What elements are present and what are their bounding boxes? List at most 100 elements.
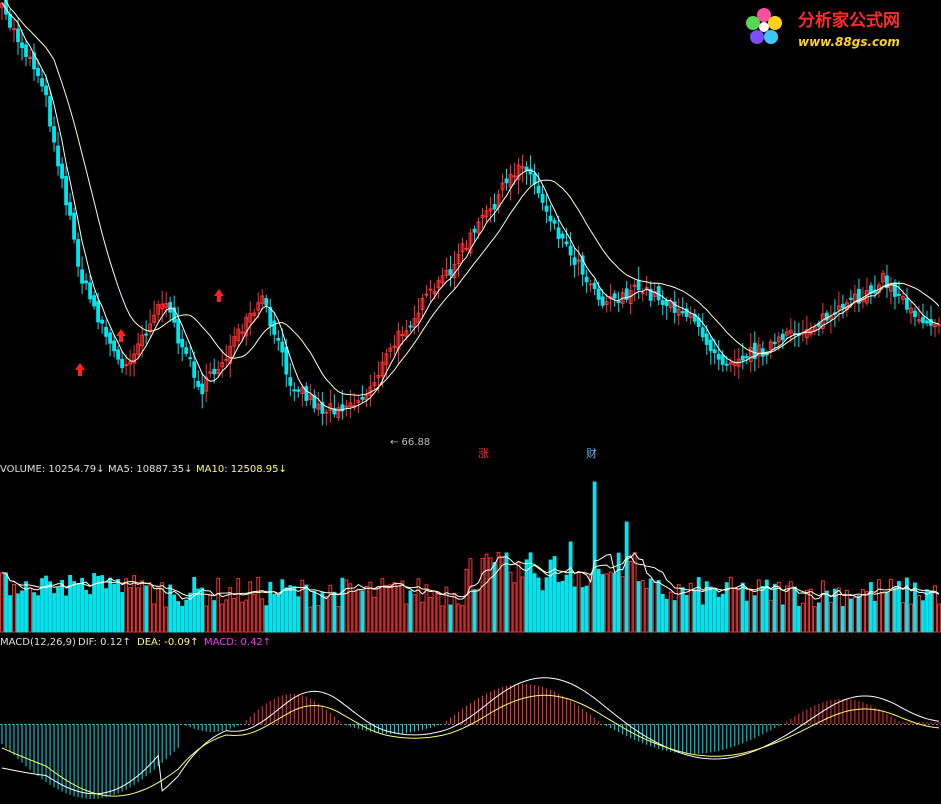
macd-zero-dot <box>928 724 930 725</box>
candle-body <box>933 324 937 328</box>
macd-zero-dot <box>228 724 230 725</box>
macd-zero-dot <box>416 724 418 725</box>
candle-body <box>380 361 385 377</box>
volume-bar <box>240 601 245 633</box>
candle-body <box>68 202 72 216</box>
volume-bar <box>516 561 521 633</box>
candle-body <box>648 288 653 301</box>
macd-zero-dot <box>552 724 554 725</box>
volume-bar <box>212 600 217 633</box>
macd-zero-dot <box>756 724 758 725</box>
candle-body <box>937 323 941 326</box>
volume-bar <box>56 587 60 633</box>
macd-zero-dot <box>656 724 658 725</box>
macd-zero-dot <box>472 724 474 725</box>
volume-bar <box>917 594 921 633</box>
macd-zero-dot <box>48 724 50 725</box>
macd-zero-dot <box>192 724 194 725</box>
candle-body <box>524 166 529 171</box>
volume-bar <box>336 606 341 633</box>
volume-bar <box>340 577 345 633</box>
candle-body <box>96 300 101 323</box>
volume-bar <box>740 582 745 633</box>
macd-zero-dot <box>436 724 438 725</box>
low-price-marker: ← 66.88 <box>390 437 430 448</box>
macd-zero-dot <box>420 724 422 725</box>
macd-zero-dot <box>632 724 634 725</box>
candle-body <box>536 185 541 194</box>
macd-zero-dot <box>324 724 326 725</box>
candle-body <box>344 405 349 408</box>
volume-bar <box>28 587 32 633</box>
volume-bar <box>840 606 845 633</box>
candle-body <box>184 347 189 354</box>
volume-bar <box>596 568 601 633</box>
candle-body <box>116 349 121 360</box>
macd-zero-dot <box>812 724 814 725</box>
volume-bar <box>873 601 877 633</box>
volume-bar <box>76 583 80 633</box>
volume-bar <box>412 594 417 633</box>
candle-body <box>64 176 68 206</box>
candle-body <box>124 364 129 367</box>
candle-body <box>460 243 465 253</box>
candle-body <box>580 255 585 275</box>
volume-bar <box>84 589 88 633</box>
volume-bar <box>192 576 197 633</box>
volume-bar <box>568 541 573 633</box>
macd-zero-dot <box>516 724 518 725</box>
macd-zero-dot <box>484 724 486 725</box>
macd-zero-dot <box>628 724 630 725</box>
macd-zero-dot <box>692 724 694 725</box>
volume-bar <box>324 595 329 633</box>
macd-zero-dot <box>216 724 218 725</box>
macd-zero-dot <box>272 724 274 725</box>
candle-body <box>668 301 673 309</box>
macd-zero-dot <box>136 724 138 725</box>
site-logo[interactable]: 分析家公式网 www.88gs.com <box>746 8 900 49</box>
macd-zero-dot <box>568 724 570 725</box>
volume-bar <box>692 589 697 633</box>
volume-bar <box>576 571 581 633</box>
volume-bar <box>316 605 321 633</box>
macd-zero-dot <box>612 724 614 725</box>
volume-bar <box>885 591 889 633</box>
macd-zero-dot <box>520 724 522 725</box>
macd-zero-dot <box>32 724 34 725</box>
volume-bar <box>780 604 785 633</box>
candle-body <box>528 168 533 175</box>
macd-zero-dot <box>148 724 150 725</box>
macd-zero-dot <box>796 724 798 725</box>
macd-zero-dot <box>860 724 862 725</box>
volume-bar <box>440 605 445 633</box>
volume-bar <box>148 584 153 633</box>
volume-bar <box>188 592 193 633</box>
volume-bar <box>92 573 97 633</box>
volume-bar <box>524 559 529 633</box>
candle-body <box>272 320 277 335</box>
macd-zero-dot <box>144 724 146 725</box>
candle-body <box>788 329 793 334</box>
volume-bar <box>536 577 541 633</box>
macd-zero-dot <box>668 724 670 725</box>
volume-bar <box>736 588 741 633</box>
volume-bar <box>332 591 337 633</box>
volume-bar <box>648 578 653 633</box>
macd-zero-dot <box>328 724 330 725</box>
volume-bar <box>428 597 433 633</box>
candle-body <box>748 347 753 363</box>
candle-body <box>292 389 297 392</box>
macd-panel <box>0 677 941 799</box>
candle-body <box>532 173 537 185</box>
candle-body <box>280 341 285 353</box>
macd-zero-dot <box>448 724 450 725</box>
candle-body <box>428 288 433 291</box>
macd-zero-dot <box>700 724 702 725</box>
volume-bar <box>60 579 64 633</box>
candle-body <box>204 376 209 392</box>
macd-zero-dot <box>476 724 478 725</box>
candle-body <box>568 245 573 256</box>
macd-zero-dot <box>704 724 706 725</box>
volume-bar <box>36 595 40 633</box>
candle-body <box>616 300 621 303</box>
